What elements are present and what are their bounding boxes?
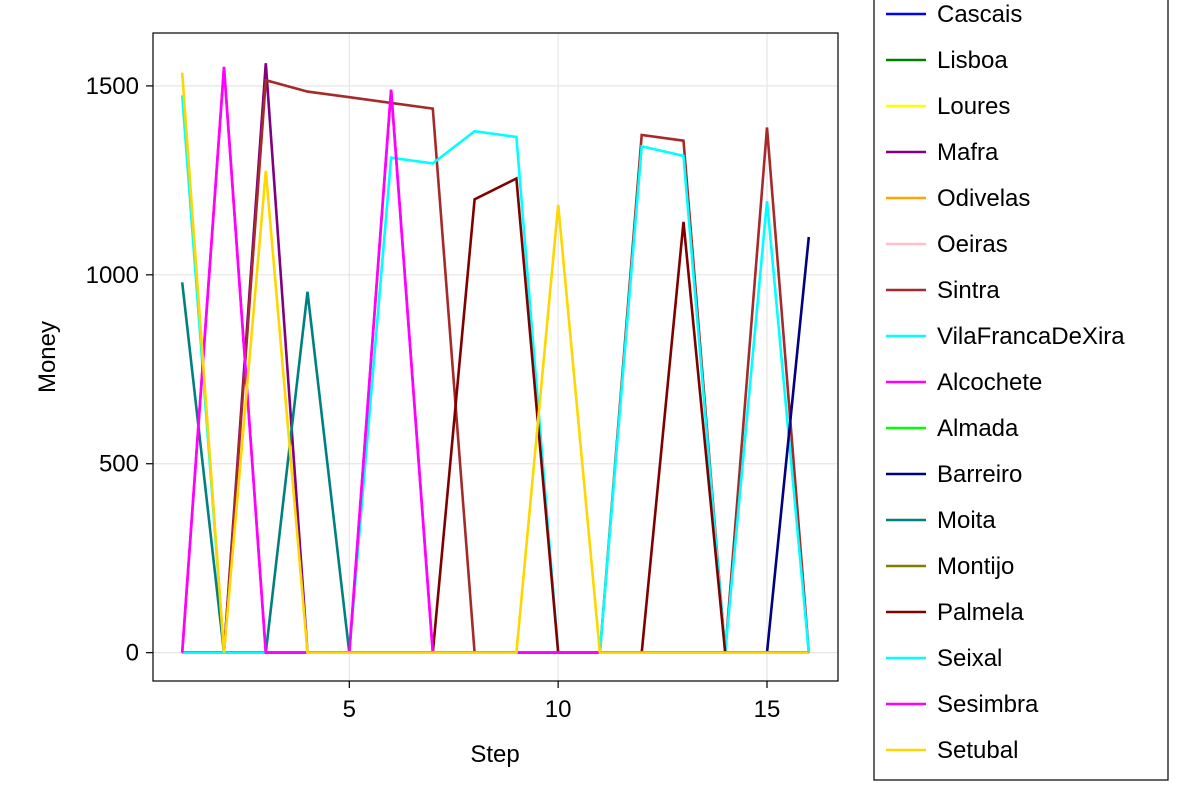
series-line-setubal — [180, 72, 809, 655]
y-tick-label: 1500 — [86, 73, 139, 100]
y-tick-label: 500 — [99, 451, 139, 478]
x-tick-label: 10 — [545, 696, 572, 723]
legend-label-alcochete: Alcochete — [937, 369, 1042, 396]
legend-label-barreiro: Barreiro — [937, 461, 1022, 488]
legend-label-setubal: Setubal — [937, 737, 1018, 764]
legend-label-moita: Moita — [937, 507, 996, 534]
legend-label-sesimbra: Sesimbra — [937, 691, 1039, 718]
legend-label-montijo: Montijo — [937, 553, 1014, 580]
y-tick-label: 0 — [126, 640, 139, 667]
legend-label-cascais: Cascais — [937, 1, 1022, 28]
x-tick-label: 15 — [754, 696, 781, 723]
legend-label-seixal: Seixal — [937, 645, 1002, 672]
legend: Cascais Lisboa Loures Mafra Odivelas Oeiras Si… — [873, 0, 1169, 781]
legend-label-oeiras: Oeiras — [937, 231, 1008, 258]
legend-label-palmela: Palmela — [937, 599, 1024, 626]
series-line-palmela — [182, 176, 809, 655]
legend-label-odivelas: Odivelas — [937, 185, 1030, 212]
x-tick-label: 5 — [343, 696, 356, 723]
legend-label-loures: Loures — [937, 93, 1010, 120]
y-tick-label: 1000 — [86, 262, 139, 289]
legend-label-mafra: Mafra — [937, 139, 999, 166]
legend-label-lisboa: Lisboa — [937, 47, 1008, 74]
series-line-moita — [180, 282, 809, 655]
legend-label-vilafrancadexira: VilaFrancaDeXira — [937, 323, 1125, 350]
legend-frame — [873, 0, 1169, 781]
x-axis-label: Step — [470, 741, 519, 768]
legend-label-sintra: Sintra — [937, 277, 1000, 304]
grid-lines — [153, 33, 838, 681]
series-layer — [180, 63, 811, 655]
y-axis-label: Money — [34, 321, 61, 393]
legend-label-almada: Almada — [937, 415, 1019, 442]
plot-frame — [152, 32, 839, 682]
axis-ticks: 5 10 15 0 500 1000 1500 — [86, 73, 781, 723]
